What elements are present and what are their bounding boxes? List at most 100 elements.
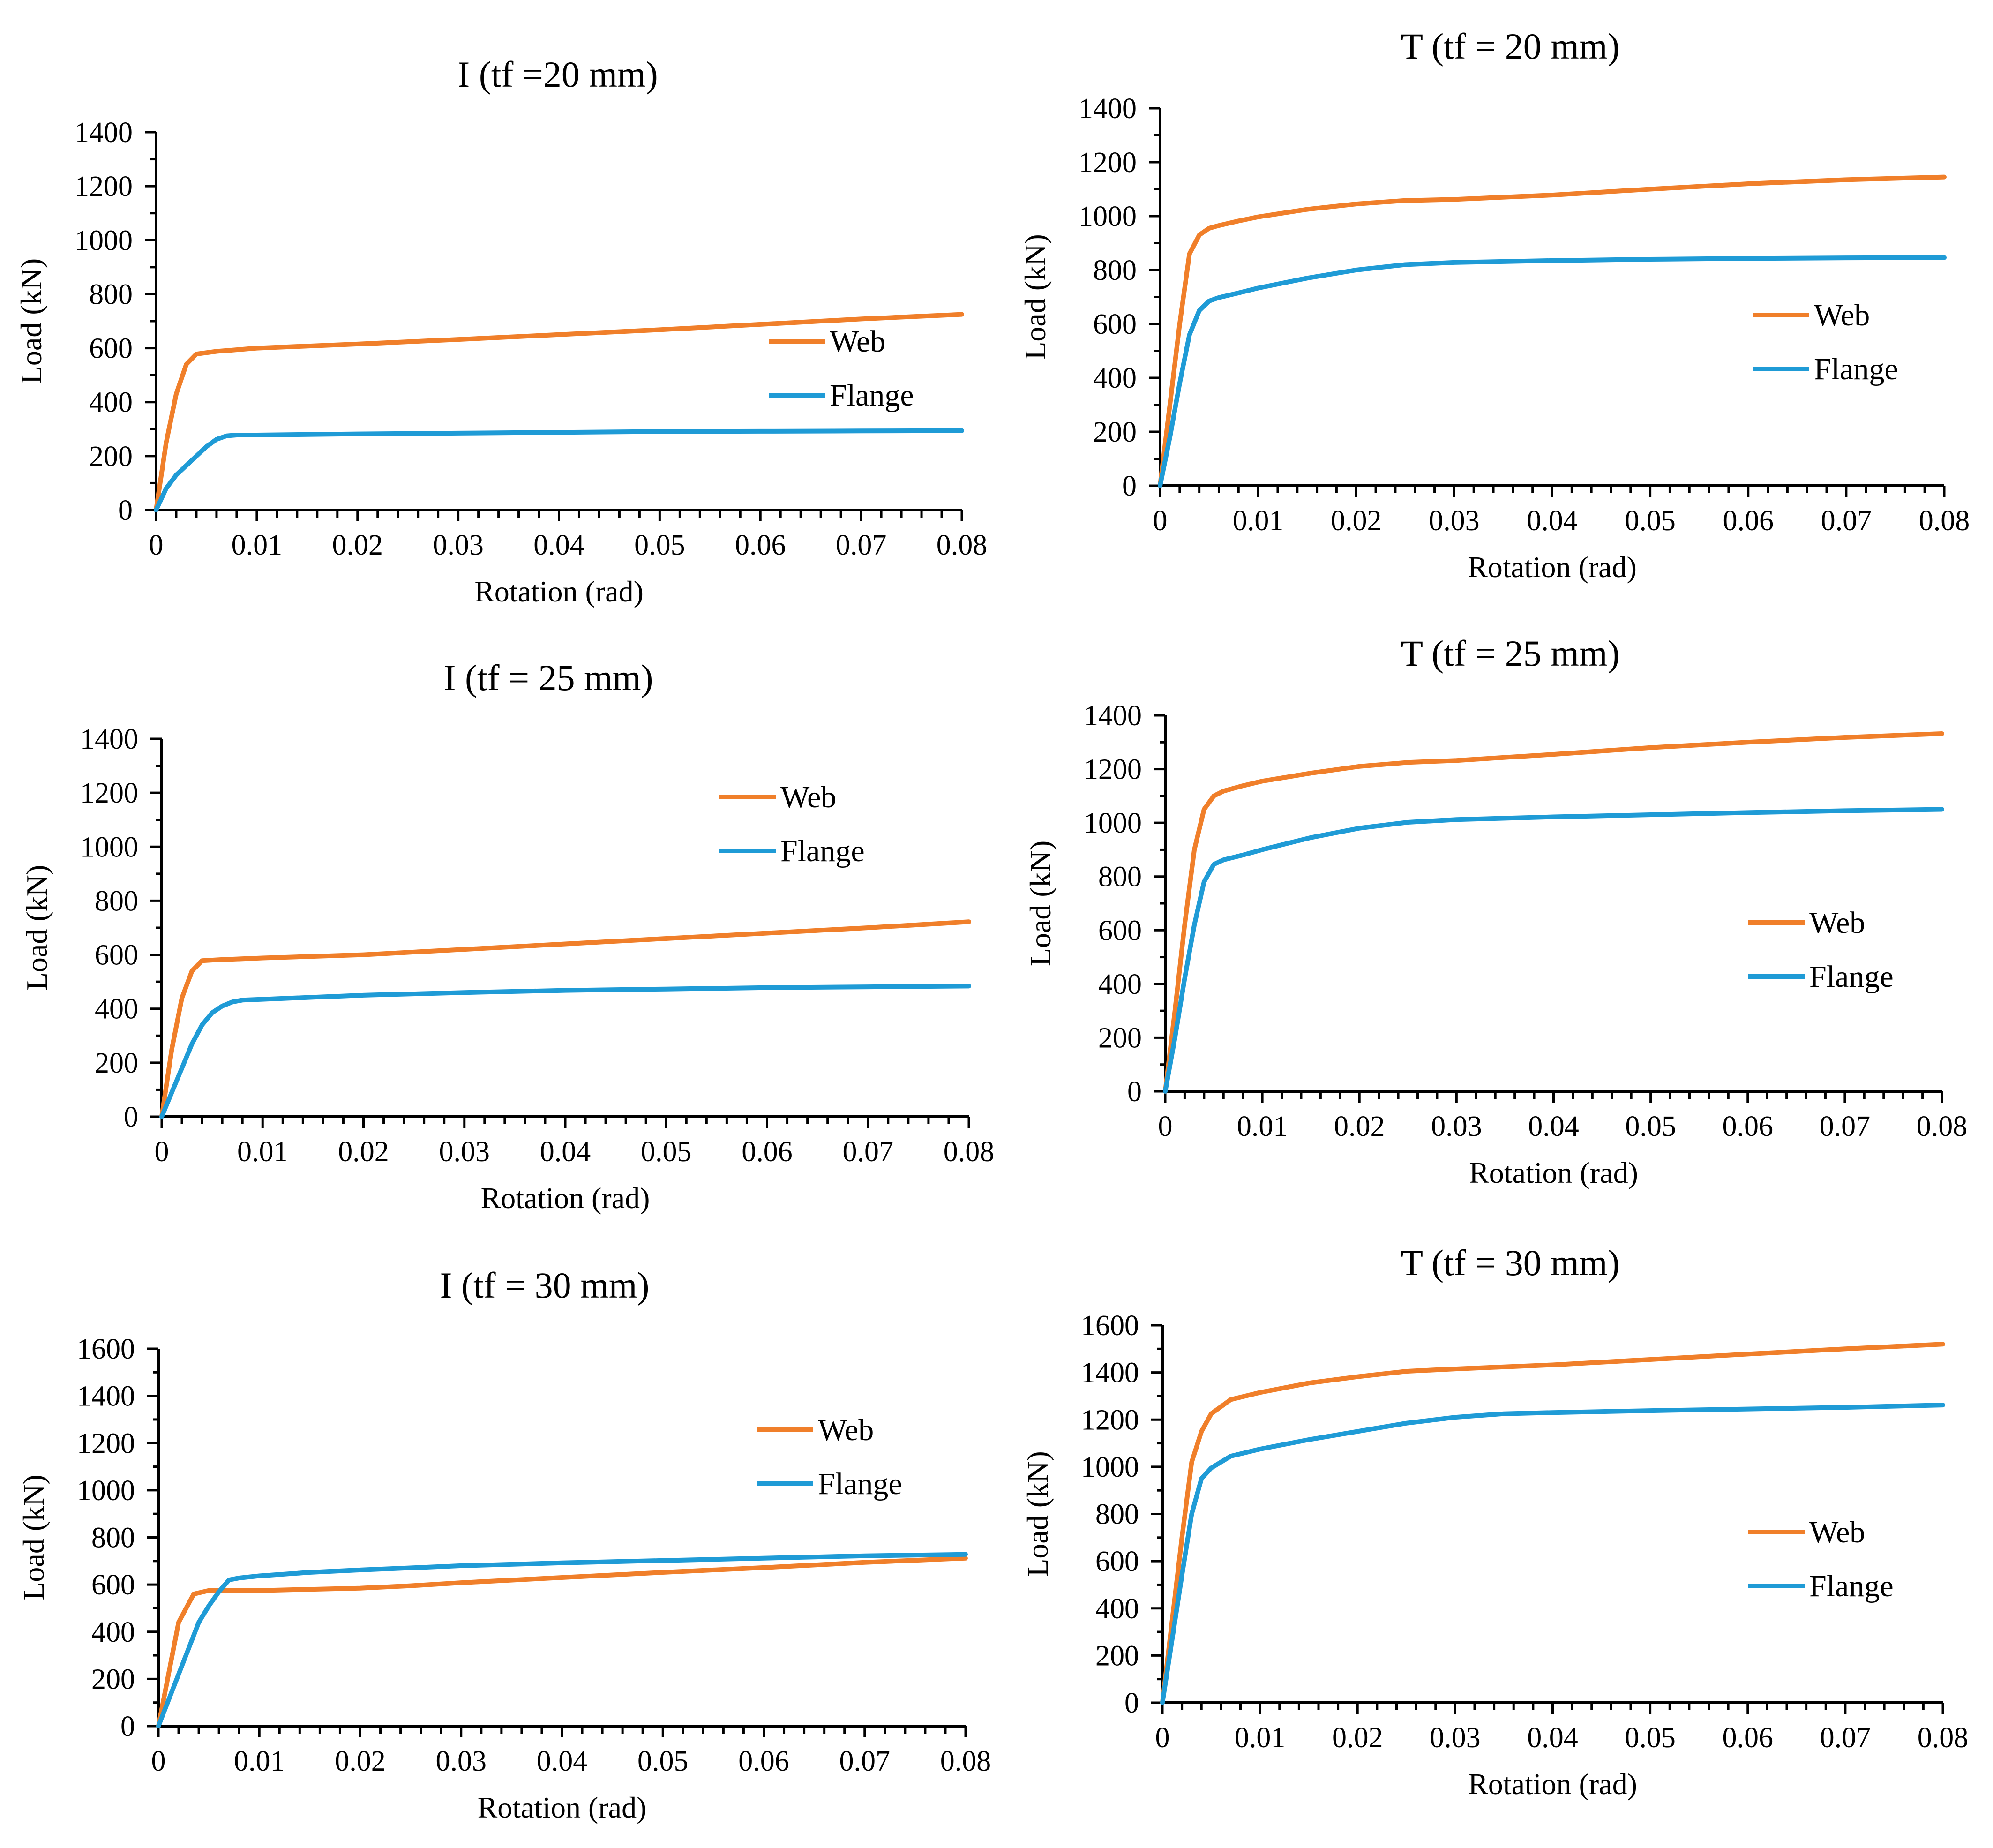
x-tick-label: 0.04 xyxy=(537,1745,588,1777)
y-tick-label: 1200 xyxy=(1079,147,1137,179)
x-tick-label: 0.06 xyxy=(1723,1111,1774,1142)
legend-label-web: Web xyxy=(1809,906,1865,940)
x-tick-label: 0.05 xyxy=(637,1745,689,1777)
x-tick-label: 0.02 xyxy=(1332,1722,1383,1754)
chart-title: I (tf = 30 mm) xyxy=(440,1265,650,1306)
chart-title: I (tf =20 mm) xyxy=(457,54,658,95)
x-tick-label: 0.05 xyxy=(1625,1722,1676,1754)
y-tick-label: 400 xyxy=(1093,362,1137,394)
chart-panel-2: T (tf = 20 mm) 0 200 400 600 800 1000 1200 1400 0… xyxy=(1019,26,1970,584)
chart-title: I (tf = 25 mm) xyxy=(444,657,653,698)
x-tick-label: 0.06 xyxy=(1723,505,1774,537)
y-tick-label: 1200 xyxy=(1081,1404,1139,1436)
x-axis-title: Rotation (rad) xyxy=(481,1181,650,1215)
x-tick-label: 0.07 xyxy=(836,529,887,561)
series-line-flange xyxy=(1160,1403,1945,1705)
y-tick-label: 800 xyxy=(95,885,138,917)
y-tick-label: 0 xyxy=(1127,1076,1142,1108)
y-tick-label: 800 xyxy=(1098,861,1142,893)
series-line-flange xyxy=(156,1552,968,1728)
y-tick-label: 400 xyxy=(91,1616,135,1648)
x-tick-label: 0.07 xyxy=(839,1745,891,1777)
legend-label-web: Web xyxy=(1809,1515,1865,1549)
x-axis-title: Rotation (rad) xyxy=(1468,1767,1637,1801)
chart-panel-6: T (tf = 30 mm) 0 200 400 600 800 1000 1200 1400 1… xyxy=(1021,1242,1968,1801)
x-tick-label: 0.07 xyxy=(1820,1111,1871,1142)
x-tick-label: 0.03 xyxy=(1431,1111,1482,1142)
legend-label-web: Web xyxy=(1814,298,1870,332)
x-tick-label: 0.05 xyxy=(641,1136,692,1168)
x-tick-label: 0.04 xyxy=(1527,505,1578,537)
y-tick-label: 600 xyxy=(1095,1546,1139,1578)
y-tick-label: 600 xyxy=(91,1569,135,1601)
x-tick-label: 0.01 xyxy=(237,1136,288,1168)
y-tick-label: 1600 xyxy=(1081,1310,1139,1342)
x-tick-label: 0.01 xyxy=(1233,505,1284,537)
x-tick-label: 0.04 xyxy=(1528,1111,1579,1142)
series-line-flange xyxy=(159,984,971,1119)
legend-label-flange: Flange xyxy=(780,834,865,868)
x-tick-label: 0.04 xyxy=(540,1136,591,1168)
x-tick-label: 0.07 xyxy=(1821,505,1872,537)
legend-label-web: Web xyxy=(818,1413,874,1447)
y-tick-label: 400 xyxy=(1098,969,1142,1000)
x-tick-label: 0.02 xyxy=(338,1136,389,1168)
series-line-web xyxy=(156,1555,968,1728)
x-axis-title: Rotation (rad) xyxy=(478,1791,647,1824)
y-tick-label: 200 xyxy=(1095,1640,1139,1672)
series-line-web xyxy=(159,919,971,1119)
y-tick-label: 200 xyxy=(95,1047,138,1079)
x-tick-label: 0.08 xyxy=(1918,1722,1969,1754)
legend-label-web: Web xyxy=(780,780,836,814)
y-tick-label: 0 xyxy=(118,495,133,526)
y-tick-label: 600 xyxy=(89,333,133,365)
x-axis-title: Rotation (rad) xyxy=(1469,1156,1638,1189)
y-tick-label: 800 xyxy=(1093,255,1137,286)
y-tick-label: 200 xyxy=(1098,1022,1142,1054)
x-tick-label: 0.02 xyxy=(335,1745,386,1777)
y-axis-title: Load (kN) xyxy=(20,865,53,991)
y-tick-label: 1400 xyxy=(1079,93,1137,125)
y-tick-label: 1400 xyxy=(80,723,138,755)
y-tick-label: 1600 xyxy=(77,1333,135,1365)
y-tick-label: 600 xyxy=(1093,308,1137,340)
series-line-flange xyxy=(154,428,964,512)
y-tick-label: 1000 xyxy=(1081,1451,1139,1483)
series-line-flange xyxy=(1163,807,1944,1094)
y-tick-label: 800 xyxy=(89,278,133,310)
y-tick-label: 400 xyxy=(95,993,138,1025)
x-tick-label: 0.03 xyxy=(1429,505,1480,537)
y-axis-title: Load (kN) xyxy=(15,258,48,384)
x-tick-label: 0.05 xyxy=(1625,1111,1676,1142)
x-tick-label: 0.02 xyxy=(1331,505,1382,537)
y-tick-label: 0 xyxy=(1122,470,1137,502)
chart-panel-1: I (tf =20 mm) 0 200 400 600 800 1000 1200 1400 0 0… xyxy=(15,54,987,608)
y-tick-label: 1000 xyxy=(75,225,133,256)
legend-label-flange: Flange xyxy=(818,1467,902,1501)
x-tick-label: 0.07 xyxy=(843,1136,894,1168)
legend-label-flange: Flange xyxy=(1809,960,1894,994)
x-tick-label: 0.01 xyxy=(1235,1722,1286,1754)
x-axis-title: Rotation (rad) xyxy=(474,575,644,608)
y-tick-label: 200 xyxy=(91,1663,135,1695)
y-tick-label: 1400 xyxy=(1084,700,1142,732)
chart-panel-5: I (tf = 30 mm) 0 200 400 600 800 1000 1200 1400 1… xyxy=(17,1265,991,1824)
chart-title: T (tf = 30 mm) xyxy=(1401,1242,1619,1283)
y-axis-title: Load (kN) xyxy=(17,1474,50,1600)
y-tick-label: 400 xyxy=(89,387,133,419)
y-axis-title: Load (kN) xyxy=(1024,841,1057,966)
y-tick-label: 600 xyxy=(1098,915,1142,947)
x-tick-label: 0.03 xyxy=(433,529,484,561)
series-line-web xyxy=(154,312,964,512)
legend-label-flange: Flange xyxy=(830,378,914,413)
y-tick-label: 800 xyxy=(91,1522,135,1554)
series-line-web xyxy=(1158,174,1947,488)
x-tick-label: 0.05 xyxy=(634,529,685,561)
x-tick-label: 0.04 xyxy=(1527,1722,1578,1754)
series-line-web xyxy=(1163,731,1944,1094)
x-tick-label: 0.03 xyxy=(436,1745,487,1777)
x-tick-label: 0.03 xyxy=(1430,1722,1481,1754)
x-tick-label: 0.01 xyxy=(232,529,283,561)
chart-title: T (tf = 25 mm) xyxy=(1401,633,1619,674)
